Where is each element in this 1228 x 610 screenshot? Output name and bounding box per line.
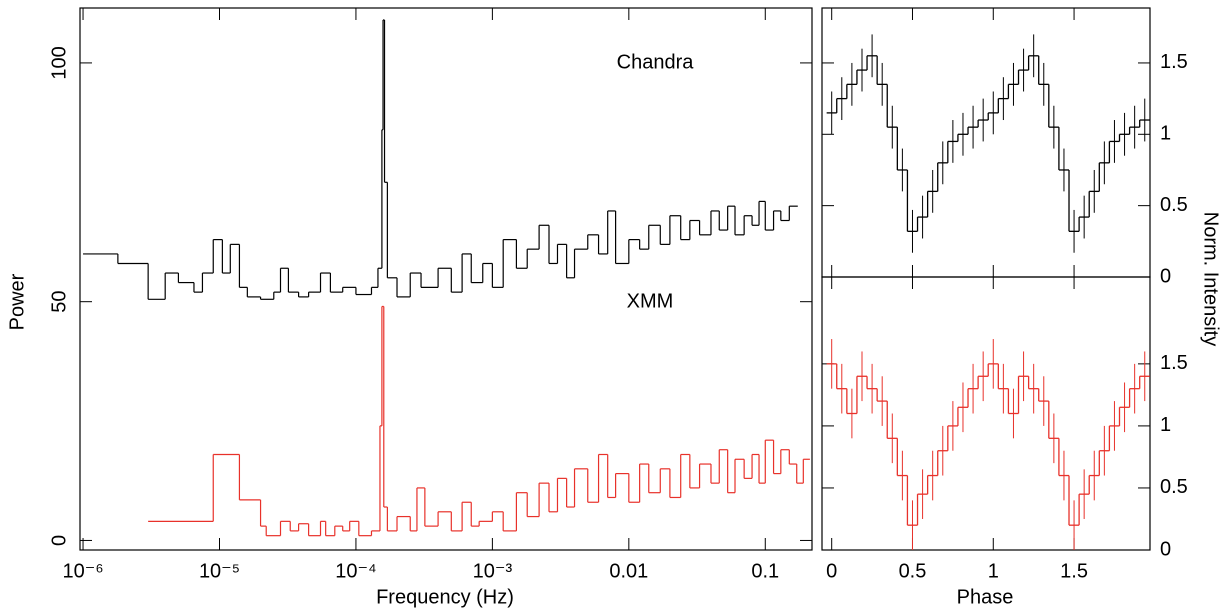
y-axis-label: Power: [6, 273, 28, 330]
x-tick-label: 10⁻⁴: [335, 560, 376, 582]
y-tick-label: 0.5: [1160, 476, 1188, 498]
x-tick-label: 1: [988, 560, 999, 582]
x-tick-label: 10⁻⁵: [199, 560, 240, 582]
plot-frame: [79, 7, 813, 551]
x-tick-label: 0.5: [899, 560, 927, 582]
y-tick-label: 100: [48, 46, 70, 79]
y-tick-label: 50: [48, 291, 70, 313]
x-tick-label: 1.5: [1060, 560, 1088, 582]
plot-frame: [821, 276, 1151, 551]
y-tick-label: 0: [48, 535, 70, 546]
y-tick-label: 0: [1160, 538, 1171, 560]
x-tick-label: 10⁻³: [473, 560, 513, 582]
y-tick-label: 1.5: [1160, 51, 1188, 73]
plot-frame: [821, 7, 1151, 278]
x-axis-label: Phase: [957, 586, 1014, 608]
y-tick-label: 0.5: [1160, 194, 1188, 216]
x-axis-label: Frequency (Hz): [376, 586, 514, 608]
y-tick-label: 1.5: [1160, 352, 1188, 374]
x-tick-label: 10⁻⁶: [63, 560, 104, 582]
x-tick-label: 0: [826, 560, 837, 582]
y-tick-label: 1: [1160, 414, 1171, 436]
series-label: XMM: [627, 290, 674, 312]
x-tick-label: 0.01: [609, 560, 648, 582]
y-tick-label: 0: [1160, 265, 1171, 287]
y-tick-label: 1: [1160, 123, 1171, 145]
series-label: Chandra: [617, 51, 695, 73]
y-axis-label: Norm. Intensity: [1200, 212, 1222, 346]
x-tick-label: 0.1: [751, 560, 779, 582]
